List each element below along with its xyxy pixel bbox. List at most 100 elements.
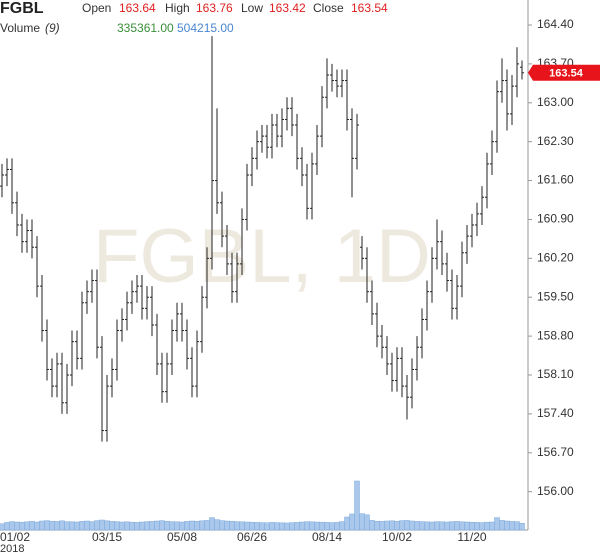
volume-bar — [449, 521, 455, 531]
volume-bar — [49, 520, 55, 531]
y-tick-label: 162.30 — [537, 134, 574, 148]
volume-bar — [34, 521, 40, 531]
volume-bar — [514, 521, 520, 531]
watermark: FGBL, 1D — [93, 214, 431, 299]
volume-bar — [159, 520, 165, 531]
volume-bar — [404, 520, 410, 531]
y-tick-label: 159.50 — [537, 289, 574, 303]
x-tick-label: 05/08 — [167, 530, 197, 544]
volume-bar — [424, 521, 430, 531]
volume-bar — [389, 520, 395, 531]
volume-bar — [394, 520, 400, 531]
volume-bar — [279, 522, 285, 531]
volume-bar — [139, 521, 145, 531]
volume-bar — [454, 521, 460, 531]
volume-label: Volume — [0, 21, 40, 35]
volume-bar — [474, 522, 480, 531]
volume-bar — [344, 516, 350, 531]
volume-bar — [494, 517, 500, 531]
volume-bar — [349, 513, 355, 531]
volume-bar — [184, 521, 190, 531]
low-label: Low — [241, 1, 263, 15]
volume-bar — [379, 521, 385, 531]
volume-bar — [244, 521, 250, 531]
volume-bar — [479, 522, 485, 531]
volume-bar — [234, 521, 240, 531]
volume-bar — [64, 521, 70, 531]
volume-bar — [429, 521, 435, 531]
volume-bar — [224, 520, 230, 531]
volume-bar — [39, 520, 45, 531]
volume-bar — [119, 521, 125, 531]
volume-period: (9) — [45, 21, 60, 35]
volume-bar — [154, 520, 160, 531]
volume-bar — [419, 521, 425, 531]
volume-bar — [414, 521, 420, 531]
volume-bar — [484, 521, 490, 531]
volume-bar — [124, 521, 130, 531]
volume-bar — [144, 521, 150, 531]
x-tick-label: 03/15 — [92, 530, 122, 544]
volume-bar — [284, 522, 290, 531]
volume-bar — [364, 514, 370, 531]
y-tick-label: 158.80 — [537, 328, 574, 342]
volume-bar — [254, 522, 260, 531]
volume-bar — [169, 521, 175, 531]
volume-bar — [229, 520, 235, 531]
volume-bar — [359, 513, 365, 531]
volume-bar — [214, 519, 220, 531]
volume-bar — [464, 521, 470, 531]
volume-bar — [54, 521, 60, 531]
volume-bar — [174, 521, 180, 531]
volume-bar — [19, 521, 25, 531]
volume-bar — [44, 520, 50, 531]
volume-bar — [339, 521, 345, 531]
volume-bar — [189, 520, 195, 531]
volume-bar — [164, 520, 170, 531]
y-tick-label: 164.40 — [537, 17, 574, 31]
volume-bar — [239, 521, 245, 531]
volume-bar — [4, 522, 10, 531]
volume-bar — [194, 520, 200, 531]
close-label: Close — [313, 1, 344, 15]
volume-bar — [299, 521, 305, 531]
high-label: High — [165, 1, 190, 15]
volume-bar — [204, 520, 210, 531]
volume-bar — [114, 521, 120, 531]
volume-bar — [274, 522, 280, 531]
last-price-tag — [528, 64, 600, 81]
volume-bar — [439, 521, 445, 531]
volume-bar — [444, 521, 450, 531]
volume-ma: 504215.00 — [177, 21, 234, 35]
high-value: 163.76 — [196, 1, 233, 15]
volume-bar — [399, 520, 405, 531]
x-tick-label: 08/14 — [312, 530, 342, 544]
volume-bar — [129, 521, 135, 531]
volume-bar — [434, 521, 440, 531]
x-tick-label: 06/26 — [237, 530, 267, 544]
y-tick-label: 156.70 — [537, 445, 574, 459]
year-label: 2018 — [0, 543, 24, 555]
volume-bar — [369, 520, 375, 531]
last-price-label: 163.54 — [549, 68, 584, 80]
volume-bar — [179, 521, 185, 531]
volume-bar — [504, 520, 510, 531]
volume-bar — [319, 521, 325, 531]
x-tick-label: 11/20 — [457, 530, 486, 544]
y-tick-label: 156.00 — [537, 484, 574, 498]
y-tick-label: 160.20 — [537, 251, 574, 265]
volume-bar — [94, 520, 100, 531]
volume-bar — [84, 520, 90, 531]
volume-bar — [264, 522, 270, 531]
open-value: 163.64 — [119, 1, 156, 15]
open-label: Open — [82, 1, 111, 15]
volume-bar — [59, 520, 65, 531]
volume-bar — [314, 521, 320, 531]
low-value: 163.42 — [269, 1, 306, 15]
y-tick-label: 160.90 — [537, 212, 574, 226]
volume-bar — [149, 521, 155, 531]
volume-value: 335361.00 — [117, 21, 174, 35]
volume-bar — [499, 520, 505, 531]
volume-bar — [459, 521, 465, 531]
